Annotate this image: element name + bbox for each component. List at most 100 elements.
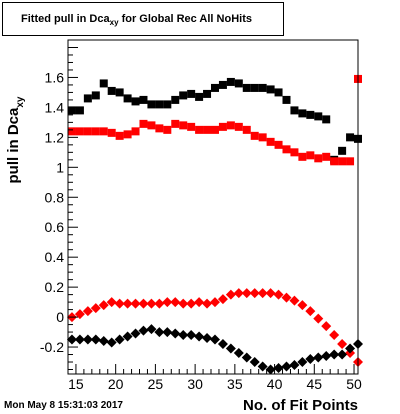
point-marker-square [147, 121, 156, 130]
point-marker-diamond [170, 328, 181, 339]
point-marker-square [266, 137, 275, 146]
point-marker-diamond [241, 352, 252, 363]
y-tick-label: -0.2 [40, 339, 64, 355]
point-marker-square [226, 77, 235, 86]
point-marker-diamond [146, 324, 157, 335]
point-marker-square [322, 115, 331, 124]
point-marker-diamond [130, 298, 141, 309]
point-marker-square [258, 83, 267, 92]
point-marker-diamond [82, 306, 93, 317]
point-marker-diamond [297, 300, 308, 311]
point-marker-square [250, 131, 259, 140]
point-marker-square [282, 145, 291, 154]
point-marker-square [330, 157, 339, 166]
point-marker-diamond [233, 288, 244, 299]
point-marker-square [274, 88, 283, 97]
point-marker-diamond [337, 349, 348, 360]
point-marker-diamond [138, 298, 149, 309]
point-marker-square [338, 157, 347, 166]
point-marker-square [115, 131, 124, 140]
point-marker-square [75, 127, 84, 136]
point-marker-square [314, 154, 323, 163]
point-marker-square [266, 85, 275, 94]
point-marker-square [218, 122, 227, 131]
point-marker-square [99, 79, 108, 88]
point-marker-square [242, 125, 251, 134]
point-marker-diamond [217, 294, 228, 305]
point-marker-square [67, 127, 76, 136]
point-marker-diamond [202, 333, 213, 344]
point-marker-square [155, 100, 164, 109]
point-marker-diamond [162, 327, 173, 338]
point-marker-diamond [154, 298, 165, 309]
point-marker-diamond [249, 288, 260, 299]
point-marker-square [107, 128, 116, 137]
point-marker-square [290, 148, 299, 157]
point-marker-diamond [170, 297, 181, 308]
point-marker-diamond [90, 334, 101, 345]
point-marker-square [155, 124, 164, 133]
point-marker-diamond [249, 357, 260, 368]
point-marker-square [139, 119, 148, 128]
point-marker-square [322, 152, 331, 161]
point-marker-square [171, 119, 180, 128]
point-marker-square [163, 125, 172, 134]
point-marker-diamond [106, 297, 117, 308]
point-marker-diamond [178, 298, 189, 309]
point-marker-square [258, 133, 267, 142]
point-marker-square [139, 95, 148, 104]
point-marker-square [298, 152, 307, 161]
point-marker-diamond [114, 298, 125, 309]
point-marker-square [123, 94, 132, 103]
point-marker-square [179, 121, 188, 130]
point-marker-diamond [194, 331, 205, 342]
point-marker-diamond [257, 361, 268, 372]
point-marker-diamond [74, 334, 85, 345]
y-tick-label: 1.4 [45, 99, 65, 115]
chart-title-subscript: xy [109, 18, 119, 27]
point-marker-diamond [273, 363, 284, 374]
point-marker-diamond [241, 288, 252, 299]
point-marker-diamond [305, 306, 316, 317]
chart-title-box: Fitted pull in Dcaxy for Global Rec All … [2, 2, 284, 36]
y-tick-label: 0 [56, 309, 64, 325]
point-marker-square [99, 127, 108, 136]
point-marker-square [83, 94, 92, 103]
y-axis-label: pull in Dcaxy [5, 96, 26, 183]
chart-title-prefix: Fitted pull in Dca [21, 13, 110, 25]
point-marker-square [83, 127, 92, 136]
point-marker-square [306, 110, 315, 119]
point-marker-diamond [202, 298, 213, 309]
point-marker-square [274, 140, 283, 149]
point-marker-diamond [321, 351, 332, 362]
point-marker-square [91, 91, 100, 100]
point-marker-square [123, 130, 132, 139]
point-marker-diamond [98, 300, 109, 311]
point-marker-diamond [313, 313, 324, 324]
point-marker-diamond [186, 298, 197, 309]
point-marker-square [242, 83, 251, 92]
x-tick-label: 40 [267, 376, 283, 392]
point-marker-diamond [265, 364, 276, 375]
point-marker-diamond [209, 334, 220, 345]
x-tick-label: 15 [68, 376, 84, 392]
point-marker-diamond [209, 297, 220, 308]
point-marker-square [234, 122, 243, 131]
point-marker-diamond [162, 297, 173, 308]
chart-title: Fitted pull in Dcaxy for Global Rec All … [21, 13, 252, 27]
point-marker-diamond [329, 330, 340, 341]
point-marker-square [187, 122, 196, 131]
point-marker-diamond [154, 327, 165, 338]
point-marker-diamond [281, 361, 292, 372]
point-marker-square [203, 89, 212, 98]
point-marker-square [195, 125, 204, 134]
point-marker-square [314, 112, 323, 121]
timestamp: Mon May 8 15:31:03 2017 [4, 400, 123, 411]
point-marker-diamond [225, 289, 236, 300]
point-marker-diamond [146, 298, 157, 309]
point-marker-diamond [82, 334, 93, 345]
point-marker-diamond [345, 343, 356, 354]
point-marker-diamond [217, 339, 228, 350]
y-tick-label: 1.6 [45, 69, 65, 85]
y-tick-label: 0.6 [45, 219, 65, 235]
